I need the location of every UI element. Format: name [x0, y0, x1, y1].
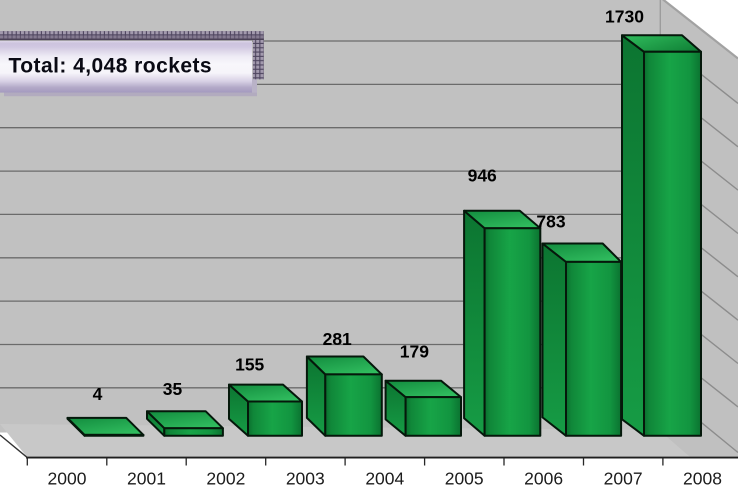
svg-text:2002: 2002 — [206, 469, 245, 489]
svg-text:179: 179 — [400, 342, 429, 362]
svg-text:2004: 2004 — [365, 469, 404, 489]
svg-text:946: 946 — [468, 166, 497, 186]
svg-text:281: 281 — [323, 329, 352, 349]
svg-text:783: 783 — [536, 211, 565, 231]
svg-text:4: 4 — [93, 384, 103, 404]
svg-text:1730: 1730 — [605, 7, 644, 27]
svg-text:2001: 2001 — [127, 469, 166, 489]
svg-text:2000: 2000 — [48, 469, 87, 489]
svg-text:Total: 4,048 rockets: Total: 4,048 rockets — [9, 55, 213, 78]
svg-text:2008: 2008 — [683, 469, 722, 489]
svg-text:155: 155 — [235, 355, 264, 375]
svg-text:2003: 2003 — [286, 469, 325, 489]
svg-text:2005: 2005 — [445, 469, 484, 489]
svg-text:2007: 2007 — [604, 469, 643, 489]
svg-text:2006: 2006 — [524, 469, 563, 489]
svg-text:35: 35 — [163, 379, 183, 399]
